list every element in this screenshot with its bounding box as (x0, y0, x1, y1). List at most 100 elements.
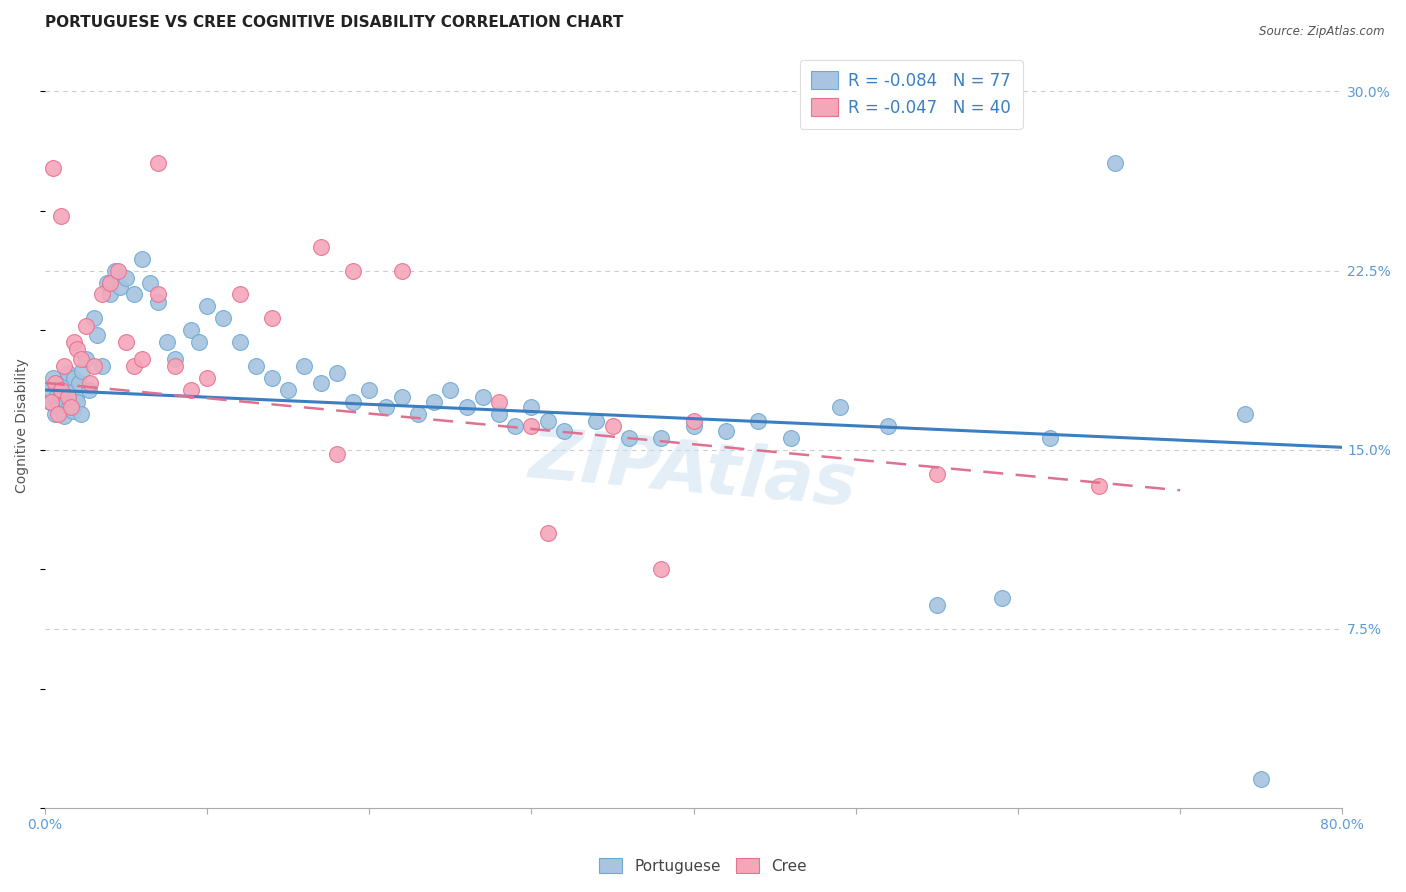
Point (155, 335, 177, 350)
Point (67, 376, 90, 390)
Point (90, 359, 112, 373)
Point (180, 383, 202, 397)
Point (1250, 772, 1272, 787)
Point (131, 252, 153, 266)
Point (877, 418, 900, 433)
Point (359, 383, 381, 397)
Point (53, 359, 76, 373)
Point (48, 381, 70, 395)
Point (553, 424, 575, 438)
Point (75, 318, 97, 333)
Point (51, 383, 73, 397)
Point (925, 598, 948, 612)
Point (62, 404, 84, 418)
Point (59, 385, 82, 400)
Point (1039, 431, 1062, 445)
Point (520, 418, 543, 433)
Point (79, 376, 101, 390)
Point (66, 395, 89, 409)
Point (55, 395, 77, 409)
Point (90, 287, 112, 301)
Point (747, 414, 769, 428)
Point (69, 351, 91, 366)
Point (69, 407, 91, 421)
Point (537, 414, 560, 428)
Point (326, 448, 349, 462)
Point (42, 371, 65, 385)
Point (148, 156, 170, 170)
Point (148, 287, 170, 301)
Point (682, 414, 704, 428)
Text: PORTUGUESE VS CREE COGNITIVE DISABILITY CORRELATION CHART: PORTUGUESE VS CREE COGNITIVE DISABILITY … (45, 15, 623, 30)
Point (163, 351, 186, 366)
Point (46, 400, 69, 414)
Point (51, 209, 73, 223)
Point (131, 351, 153, 366)
Point (122, 287, 145, 301)
Point (122, 359, 145, 373)
Point (104, 263, 127, 277)
Point (585, 414, 607, 428)
Point (602, 418, 624, 433)
Legend: Portuguese, Cree: Portuguese, Cree (593, 852, 813, 880)
Point (86, 328, 108, 343)
Point (195, 371, 218, 385)
Point (59, 400, 82, 414)
Point (96, 276, 118, 290)
Point (1088, 478, 1111, 492)
Point (163, 359, 186, 373)
Point (72, 364, 94, 378)
Point (180, 323, 202, 337)
Point (1104, 156, 1126, 170)
Point (83, 311, 105, 326)
Point (503, 418, 526, 433)
Point (212, 311, 235, 326)
Point (342, 395, 364, 409)
Point (650, 562, 672, 576)
Point (98, 287, 121, 301)
Point (488, 395, 510, 409)
Point (44, 376, 66, 390)
Point (714, 424, 737, 438)
Point (277, 383, 299, 397)
Point (391, 390, 413, 404)
Point (66, 343, 89, 357)
Point (439, 383, 461, 397)
Legend: R = -0.084   N = 77, R = -0.047   N = 40: R = -0.084 N = 77, R = -0.047 N = 40 (800, 60, 1022, 128)
Text: Source: ZipAtlas.com: Source: ZipAtlas.com (1260, 25, 1385, 38)
Point (148, 294, 170, 309)
Point (260, 311, 283, 326)
Point (828, 400, 851, 414)
Point (42, 161, 65, 175)
Point (488, 407, 510, 421)
Text: ZIPAtlas: ZIPAtlas (527, 423, 860, 520)
Point (115, 270, 138, 285)
Point (294, 359, 316, 373)
Point (188, 335, 211, 350)
Point (423, 395, 446, 409)
Point (650, 431, 672, 445)
Point (45, 390, 67, 404)
Point (537, 526, 560, 541)
Point (56, 390, 79, 404)
Point (51, 388, 73, 402)
Point (780, 431, 803, 445)
Point (44, 407, 66, 421)
Point (41, 395, 63, 409)
Point (58, 400, 80, 414)
Point (53, 409, 76, 424)
Point (520, 400, 543, 414)
Point (228, 335, 250, 350)
Point (391, 263, 413, 277)
Point (406, 407, 429, 421)
Point (98, 276, 121, 290)
Point (1233, 407, 1256, 421)
Point (108, 280, 131, 294)
Point (682, 418, 704, 433)
Point (309, 240, 332, 254)
Point (245, 359, 267, 373)
Point (107, 263, 129, 277)
Point (374, 400, 396, 414)
Point (326, 366, 349, 380)
Point (471, 390, 494, 404)
